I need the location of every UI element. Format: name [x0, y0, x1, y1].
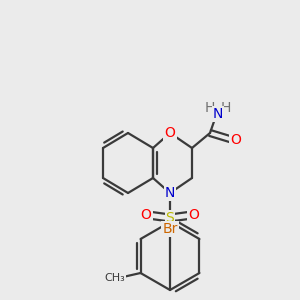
Text: N: N — [165, 186, 175, 200]
Text: O: O — [231, 133, 242, 147]
Text: N: N — [213, 107, 223, 121]
Text: O: O — [165, 126, 176, 140]
Text: Br: Br — [162, 222, 178, 236]
Text: H: H — [221, 101, 231, 115]
Text: O: O — [189, 208, 200, 222]
Text: H: H — [205, 101, 215, 115]
Text: CH₃: CH₃ — [104, 273, 125, 283]
Text: S: S — [166, 211, 174, 225]
Text: O: O — [141, 208, 152, 222]
